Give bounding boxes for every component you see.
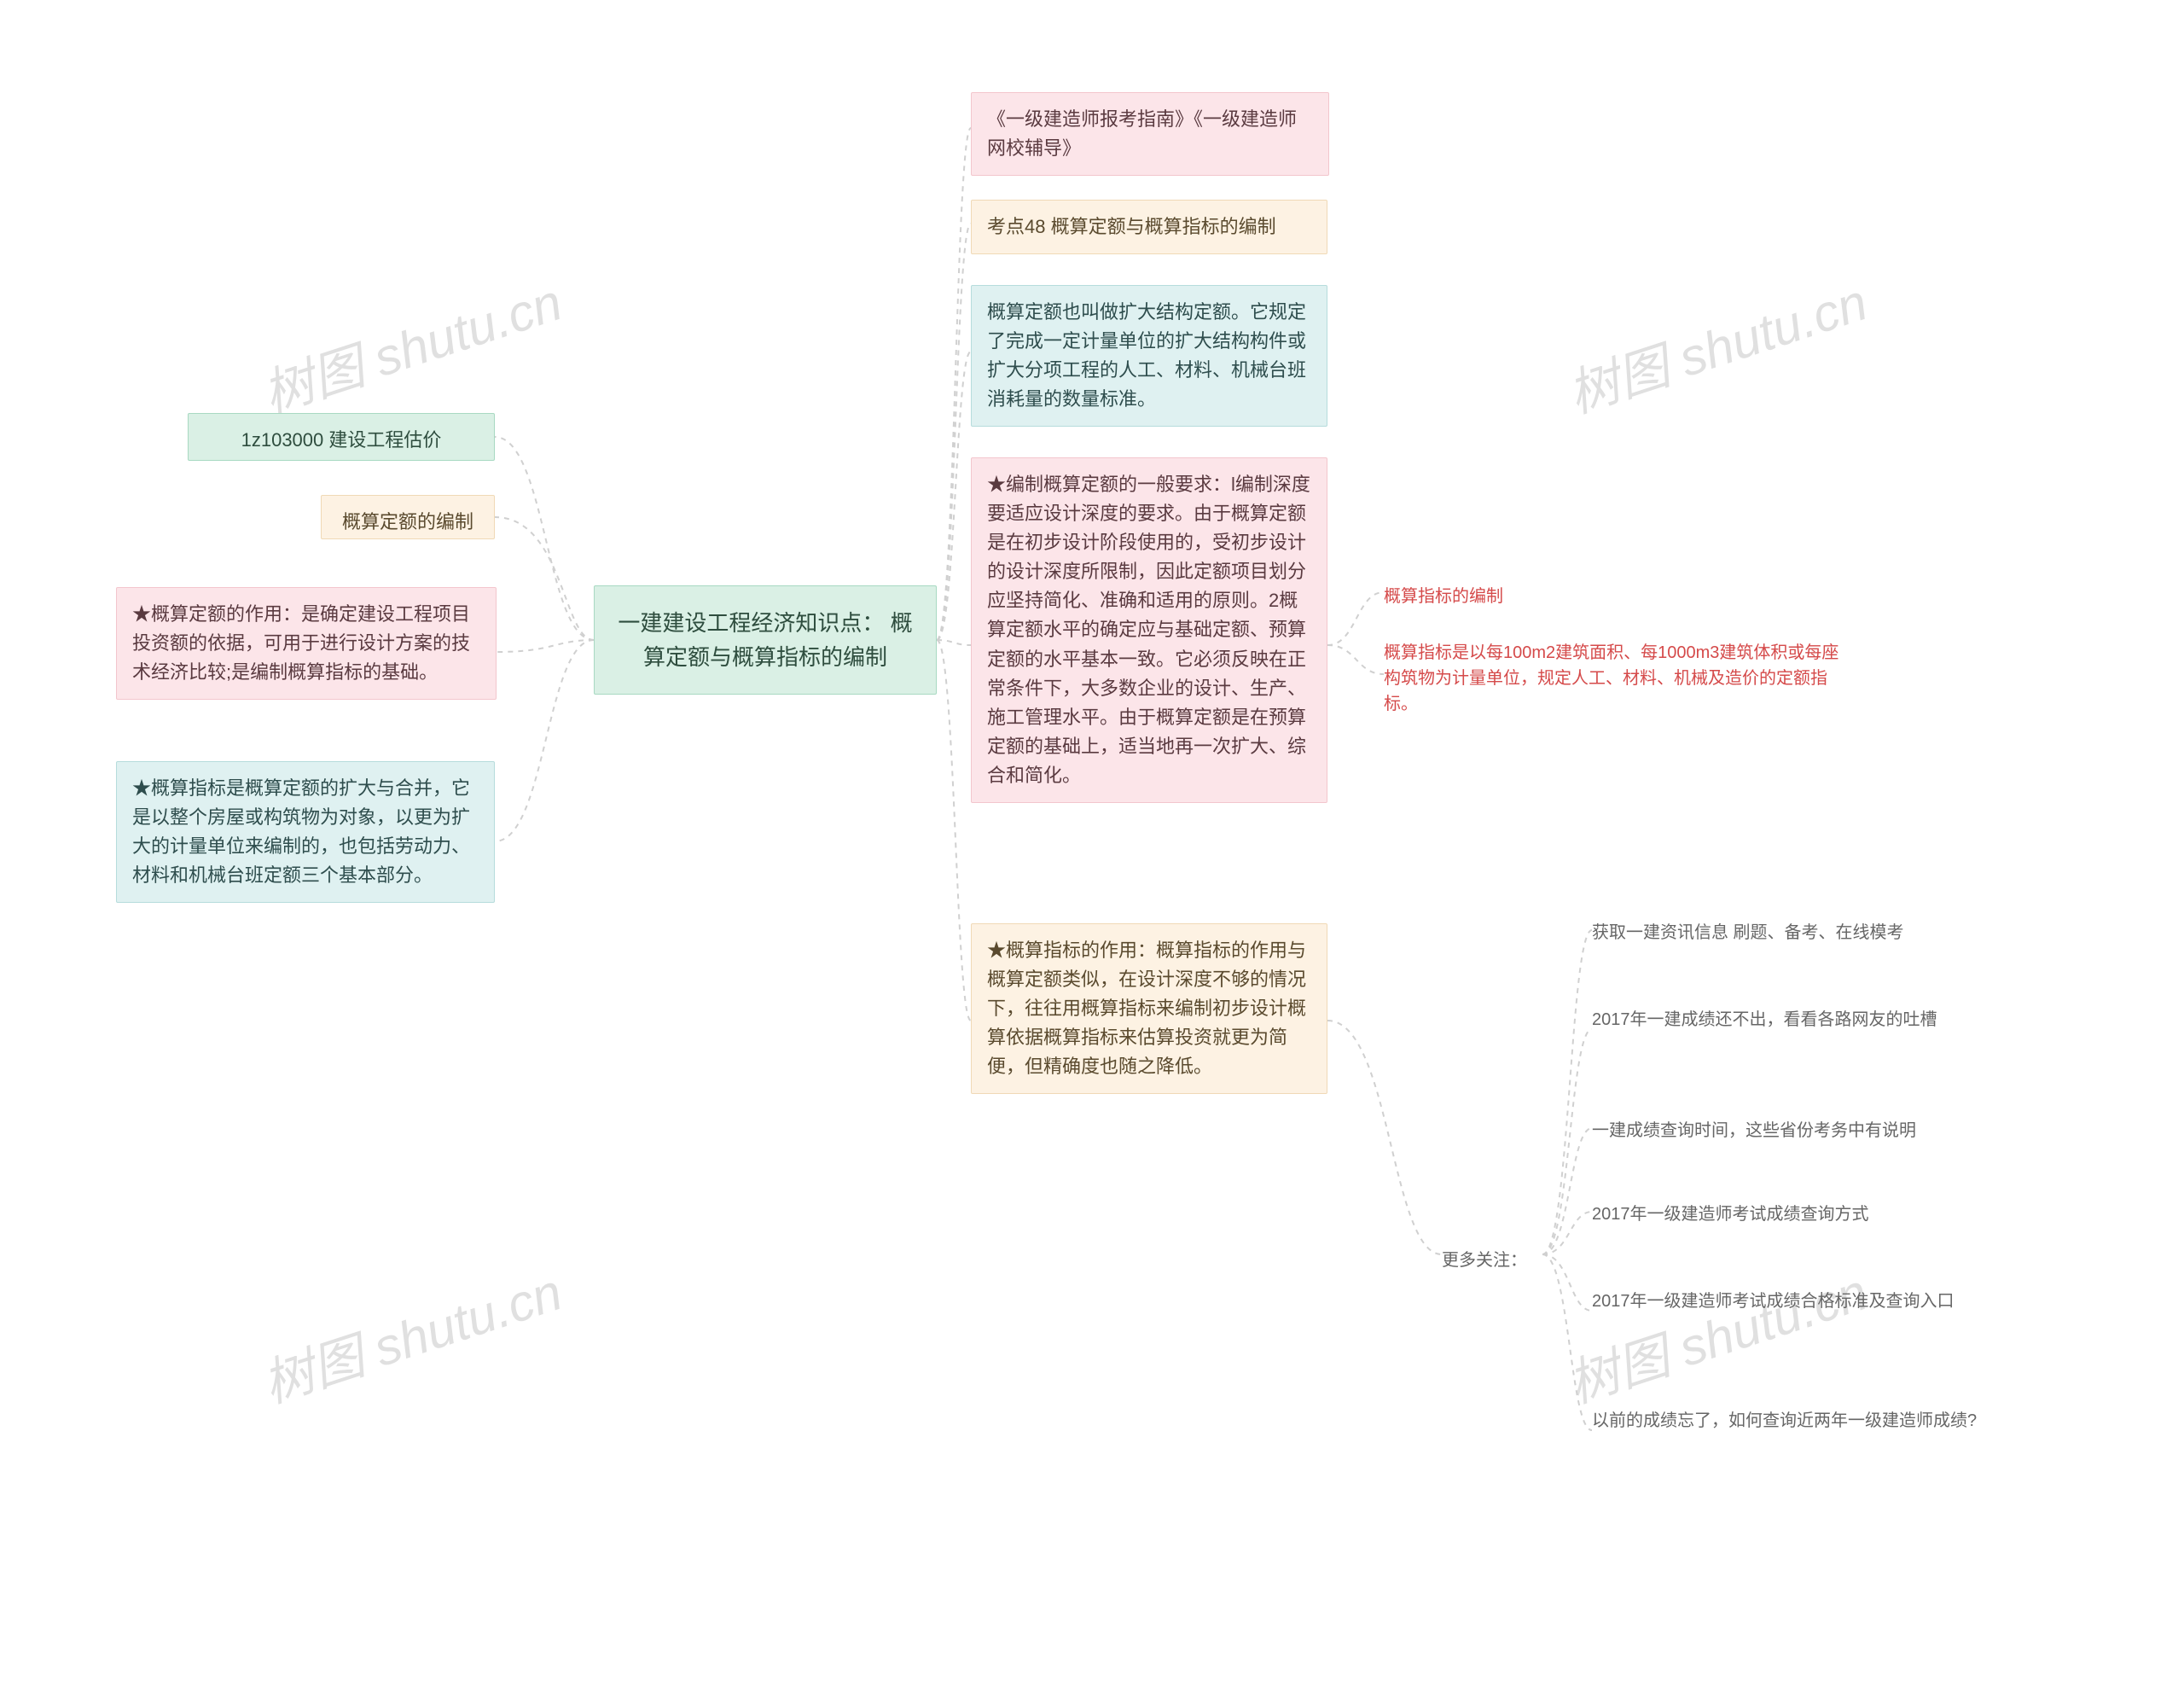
right-node-guide[interactable]: 《一级建造师报考指南》《一级建造师网校辅导》 <box>971 92 1329 176</box>
more-item[interactable]: 2017年一级建造师考试成绩合格标准及查询入口 <box>1592 1289 2018 1314</box>
more-item[interactable]: 2017年一建成绩还不出，看看各路网友的吐槽 <box>1592 1007 2018 1033</box>
sub-indicator-compile[interactable]: 概算指标的编制 <box>1384 582 1503 607</box>
right-node-indicator-role[interactable]: ★概算指标的作用：概算指标的作用与概算定额类似，在设计深度不够的情况下，往往用概… <box>971 923 1327 1094</box>
right-node-point48[interactable]: 考点48 概算定额与概算指标的编制 <box>971 200 1327 254</box>
center-node[interactable]: 一建建设工程经济知识点： 概算定额与概算指标的编制 <box>594 585 937 695</box>
right-node-definition[interactable]: 概算定额也叫做扩大结构定额。它规定了完成一定计量单位的扩大结构构件或扩大分项工程… <box>971 285 1327 427</box>
watermark: 树图 shutu.cn <box>1557 261 1875 428</box>
sub-indicator-def[interactable]: 概算指标是以每100m2建筑面积、每1000m3建筑体积或每座构筑物为计量单位，… <box>1384 640 1844 717</box>
more-attention-label: 更多关注： <box>1442 1246 1527 1271</box>
left-node-estimate[interactable]: 1z103000 建设工程估价 <box>188 413 495 461</box>
more-item[interactable]: 2017年一级建造师考试成绩查询方式 <box>1592 1201 2018 1227</box>
mindmap-stage: 树图 shutu.cn 树图 shutu.cn 树图 shutu.cn 树图 s… <box>0 0 2184 1693</box>
more-item[interactable]: 获取一建资讯信息 刷题、备考、在线模考 <box>1592 920 2018 945</box>
more-item[interactable]: 以前的成绩忘了，如何查询近两年一级建造师成绩? <box>1592 1408 2018 1434</box>
right-node-requirements[interactable]: ★编制概算定额的一般要求：l编制深度要适应设计深度的要求。由于概算定额是在初步设… <box>971 457 1327 803</box>
left-node-indicator[interactable]: ★概算指标是概算定额的扩大与合并，它是以整个房屋或构筑物为对象，以更为扩大的计量… <box>116 761 495 903</box>
watermark: 树图 shutu.cn <box>252 1251 570 1417</box>
more-item[interactable]: 一建成绩查询时间，这些省份考务中有说明 <box>1592 1118 2018 1143</box>
watermark: 树图 shutu.cn <box>252 261 570 428</box>
left-node-role[interactable]: ★概算定额的作用：是确定建设工程项目投资额的依据，可用于进行设计方案的技术经济比… <box>116 587 497 700</box>
left-node-compile[interactable]: 概算定额的编制 <box>321 495 495 539</box>
watermark: 树图 shutu.cn <box>1557 1251 1875 1417</box>
